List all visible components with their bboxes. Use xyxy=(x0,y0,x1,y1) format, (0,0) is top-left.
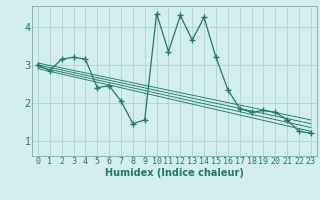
X-axis label: Humidex (Indice chaleur): Humidex (Indice chaleur) xyxy=(105,168,244,178)
